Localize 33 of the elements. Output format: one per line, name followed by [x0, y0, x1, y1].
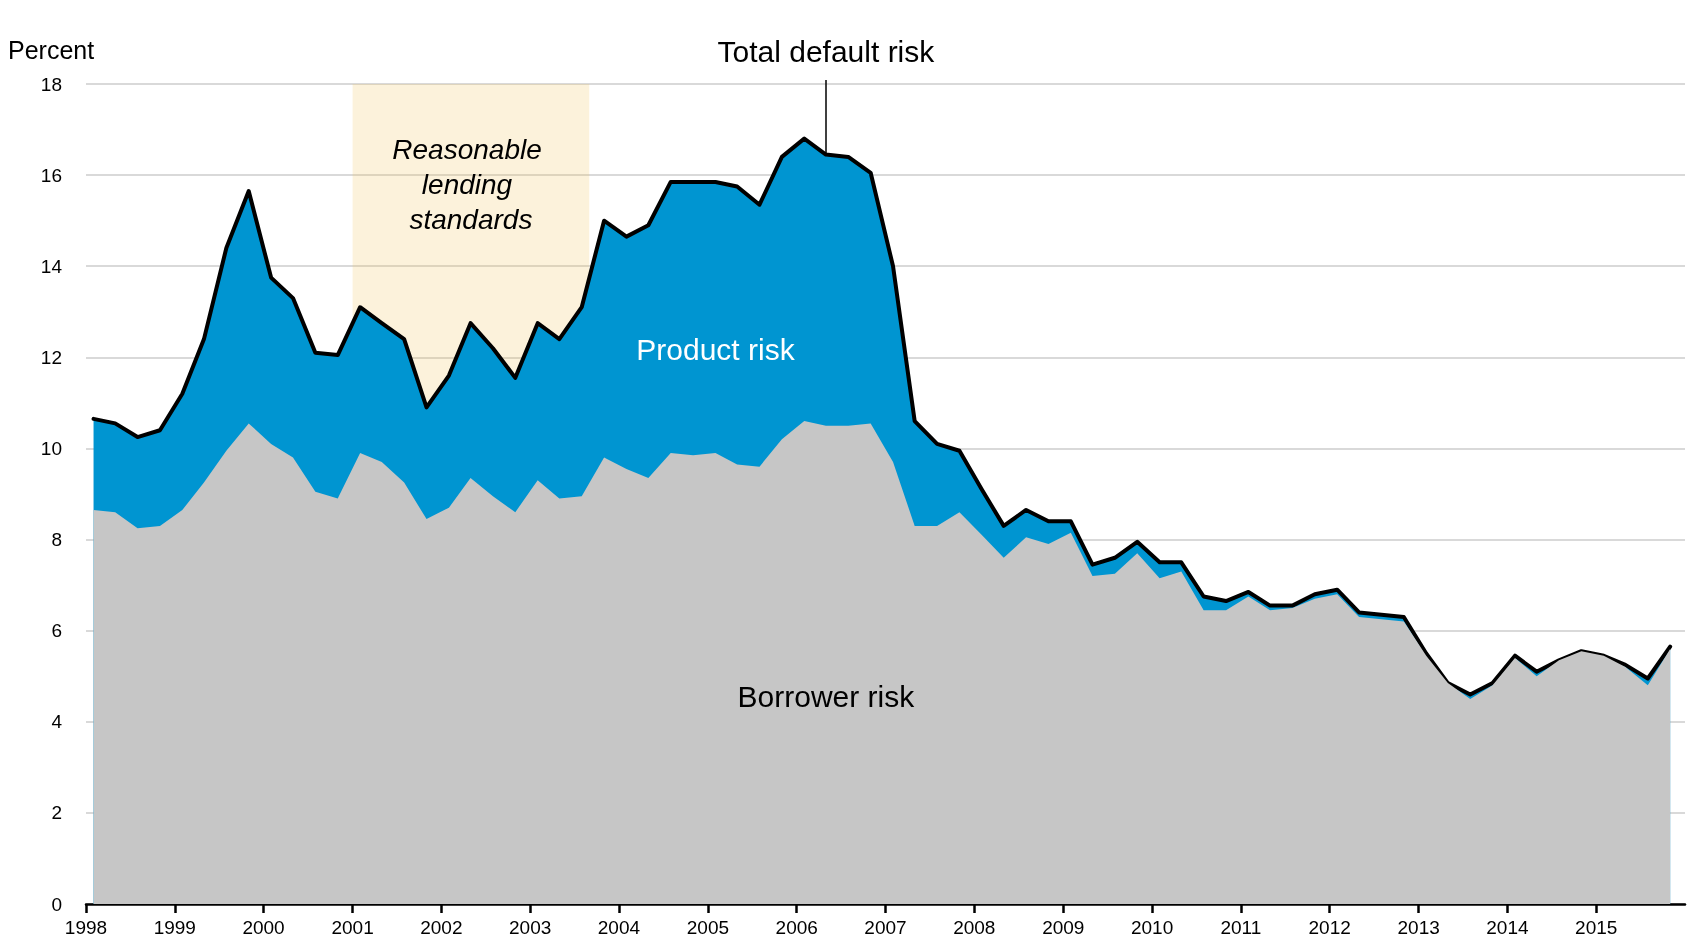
x-tick-label: 2015 [1575, 917, 1618, 938]
band-label: Reasonable lending standards [392, 134, 550, 235]
y-tick-label: 18 [40, 73, 62, 95]
x-tick-label: 2011 [1220, 917, 1262, 938]
x-tick-label: 2009 [1042, 917, 1085, 938]
series-label: Borrower risk [737, 680, 916, 714]
y-tick-label: 4 [51, 711, 63, 733]
y-tick-label: 10 [40, 437, 62, 459]
x-tick-label: 2012 [1308, 917, 1351, 938]
y-tick-label: 8 [51, 529, 62, 551]
x-tick-label: 1998 [64, 917, 108, 938]
x-tick-label: 2014 [1486, 917, 1529, 938]
x-tick-label: 2013 [1397, 917, 1440, 938]
x-tick-label: 1999 [153, 917, 196, 938]
x-tick-label: 2000 [242, 917, 285, 938]
x-tick-label: 2003 [509, 917, 552, 938]
x-tick-label: 2008 [953, 917, 996, 938]
x-tick-label: 2001 [331, 917, 374, 938]
x-tick-label: 2006 [775, 917, 818, 938]
annotation: Total default risk [717, 34, 936, 68]
x-tick-label: 2007 [864, 917, 907, 938]
y-tick-label: 6 [51, 620, 62, 642]
y-tick-label: 12 [40, 346, 62, 368]
y-tick-label: 14 [40, 255, 63, 277]
y-tick-label: 0 [51, 893, 62, 915]
x-tick-label: 2004 [597, 917, 641, 938]
series-label: Product risk [636, 332, 796, 366]
x-tick-label: 2010 [1130, 917, 1174, 938]
x-tick-label: 2002 [420, 917, 463, 938]
x-tick-label: 2005 [686, 917, 730, 938]
y-axis-title: Percent [8, 35, 95, 64]
y-tick-label: 16 [40, 164, 62, 186]
y-tick-label: 2 [51, 802, 62, 824]
